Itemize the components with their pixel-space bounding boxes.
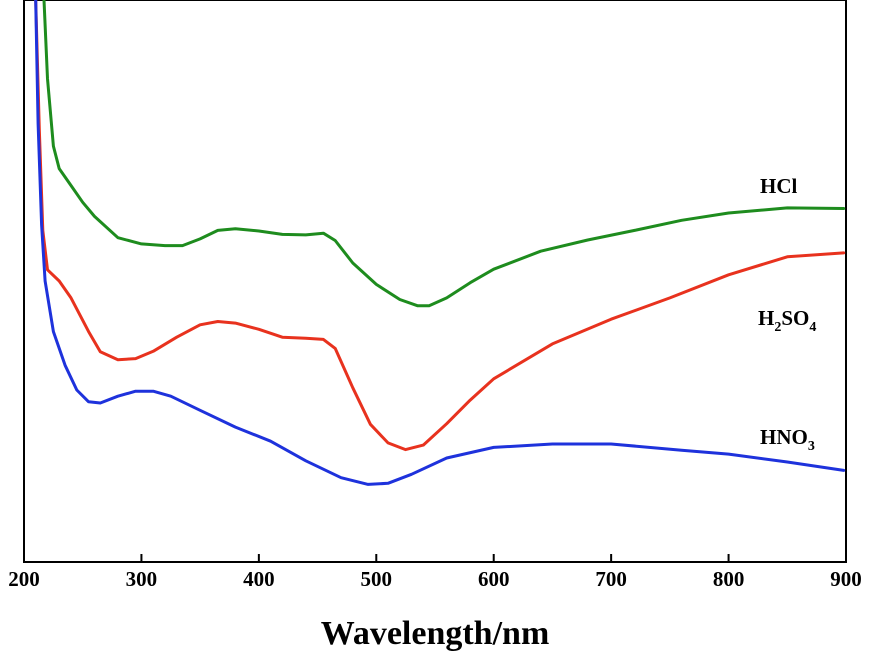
x-tick-label-300: 300 [126, 567, 158, 591]
series-label-h2so4: H2SO4 [758, 306, 816, 335]
series-label-hcl: HCl [760, 174, 798, 198]
series-label-hno3: HNO3 [760, 425, 815, 454]
x-tick-label-800: 800 [713, 567, 745, 591]
series-line-hno3 [34, 0, 846, 486]
x-tick-label-400: 400 [243, 567, 275, 591]
series-line-hcl [42, 0, 846, 308]
x-axis-ticks [23, 554, 847, 562]
x-tick-label-200: 200 [8, 567, 40, 591]
x-tick-label-900: 900 [830, 567, 862, 591]
series-line-h2so4 [34, 0, 846, 452]
series-lines [34, 0, 846, 486]
x-axis-title: Wavelength/nm [321, 615, 550, 652]
plot-frame [23, 0, 847, 563]
x-axis-tick-labels: 200 300 400 500 600 700 800 900 [8, 567, 862, 591]
x-tick-label-600: 600 [478, 567, 510, 591]
x-tick-label-500: 500 [361, 567, 393, 591]
x-tick-label-700: 700 [595, 567, 627, 591]
